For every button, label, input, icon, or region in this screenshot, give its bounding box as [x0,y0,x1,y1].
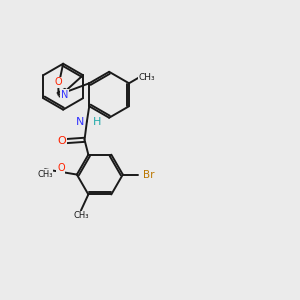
Text: N: N [61,90,68,100]
Text: O: O [57,164,65,173]
Text: O: O [55,77,62,87]
Text: CH₃: CH₃ [37,170,53,179]
Text: N: N [76,117,85,127]
Text: O: O [58,136,67,146]
Text: H: H [93,117,102,127]
Text: Br: Br [143,169,154,180]
Text: CH₃: CH₃ [73,211,89,220]
Text: CH₃: CH₃ [139,73,155,82]
